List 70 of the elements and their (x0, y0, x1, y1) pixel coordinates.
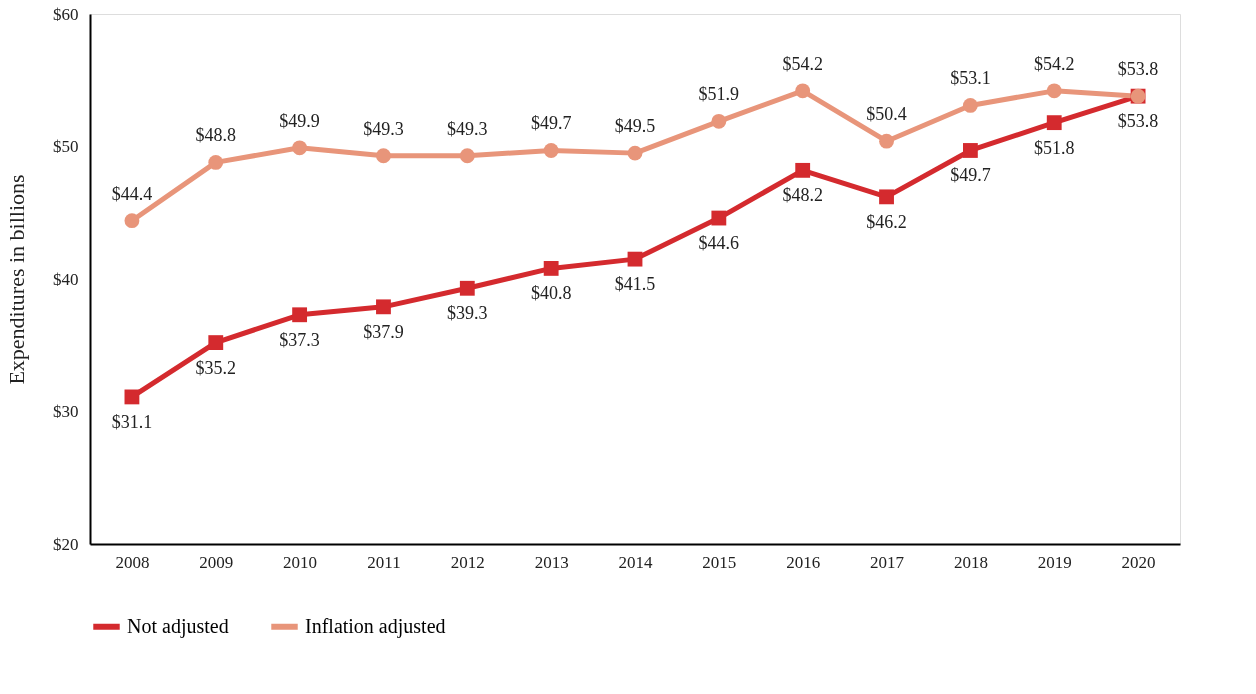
data-label: $41.5 (614, 274, 656, 295)
data-label: $53.8 (1117, 59, 1159, 80)
data-label: $46.2 (866, 211, 907, 232)
x-tick-label: 2012 (450, 552, 485, 572)
data-label: $50.4 (866, 104, 907, 125)
point (376, 299, 391, 315)
data-label: $44.6 (698, 233, 740, 254)
point (376, 148, 391, 164)
y-tick-label: $60 (53, 4, 79, 24)
data-label: $49.7 (950, 165, 991, 186)
point (459, 148, 475, 164)
point (124, 213, 140, 229)
y-axis-title: Expenditures in billions (4, 174, 29, 385)
point (543, 143, 559, 158)
point (543, 260, 559, 276)
x-tick-label: 2008 (115, 552, 150, 572)
y-tick-label: $20 (53, 534, 79, 554)
data-label: $44.4 (111, 183, 153, 204)
point (962, 143, 978, 158)
data-label: $49.5 (614, 116, 656, 137)
x-tick-label: 2009 (199, 552, 234, 572)
point (627, 145, 643, 161)
data-label: $48.2 (782, 185, 823, 206)
data-label: $51.8 (1033, 137, 1075, 158)
x-tick-label: 2017 (870, 552, 905, 572)
point (879, 189, 894, 205)
point (1046, 83, 1062, 99)
point (627, 251, 643, 267)
x-tick-label: 2019 (1037, 552, 1072, 572)
data-label: $54.2 (782, 53, 823, 74)
point (208, 155, 224, 170)
point (292, 140, 308, 156)
point (459, 280, 475, 296)
x-tick-label: 2010 (283, 552, 318, 572)
data-label: $49.3 (447, 118, 488, 139)
y-tick-label: $40 (53, 269, 79, 289)
y-tick-label: $50 (53, 137, 79, 156)
data-label: $51.9 (698, 84, 740, 105)
data-label: $31.1 (111, 411, 153, 432)
x-tick-label: 2015 (702, 552, 737, 572)
data-label: $53.1 (950, 68, 991, 89)
point (795, 83, 811, 99)
x-tick-label: 2014 (618, 552, 653, 572)
point (795, 162, 811, 178)
data-label: $37.9 (363, 321, 404, 342)
point (879, 133, 894, 149)
point (962, 98, 978, 113)
data-label: $49.7 (530, 113, 572, 134)
x-tick-label: 2018 (953, 552, 988, 572)
y-tick-label: $30 (53, 402, 79, 421)
data-label: $48.8 (195, 125, 237, 146)
x-tick-label: 2020 (1121, 552, 1156, 572)
data-label: $39.3 (447, 303, 488, 324)
data-label: $49.3 (363, 118, 404, 139)
point (208, 335, 224, 351)
point (711, 210, 727, 226)
x-tick-label: 2011 (367, 552, 401, 572)
point (292, 307, 308, 323)
data-label: $35.2 (195, 357, 237, 378)
x-tick-label: 2016 (786, 552, 821, 572)
data-label: $37.3 (279, 329, 320, 350)
data-label: $40.8 (530, 283, 572, 304)
point (711, 113, 727, 129)
legend-label: Not adjusted (127, 614, 229, 638)
data-label: $54.2 (1033, 53, 1075, 74)
data-label: $53.8 (1117, 111, 1159, 132)
data-label: $49.9 (279, 110, 320, 131)
x-tick-label: 2013 (534, 552, 569, 572)
legend-label: Inflation adjusted (305, 614, 446, 638)
point (1046, 115, 1062, 131)
